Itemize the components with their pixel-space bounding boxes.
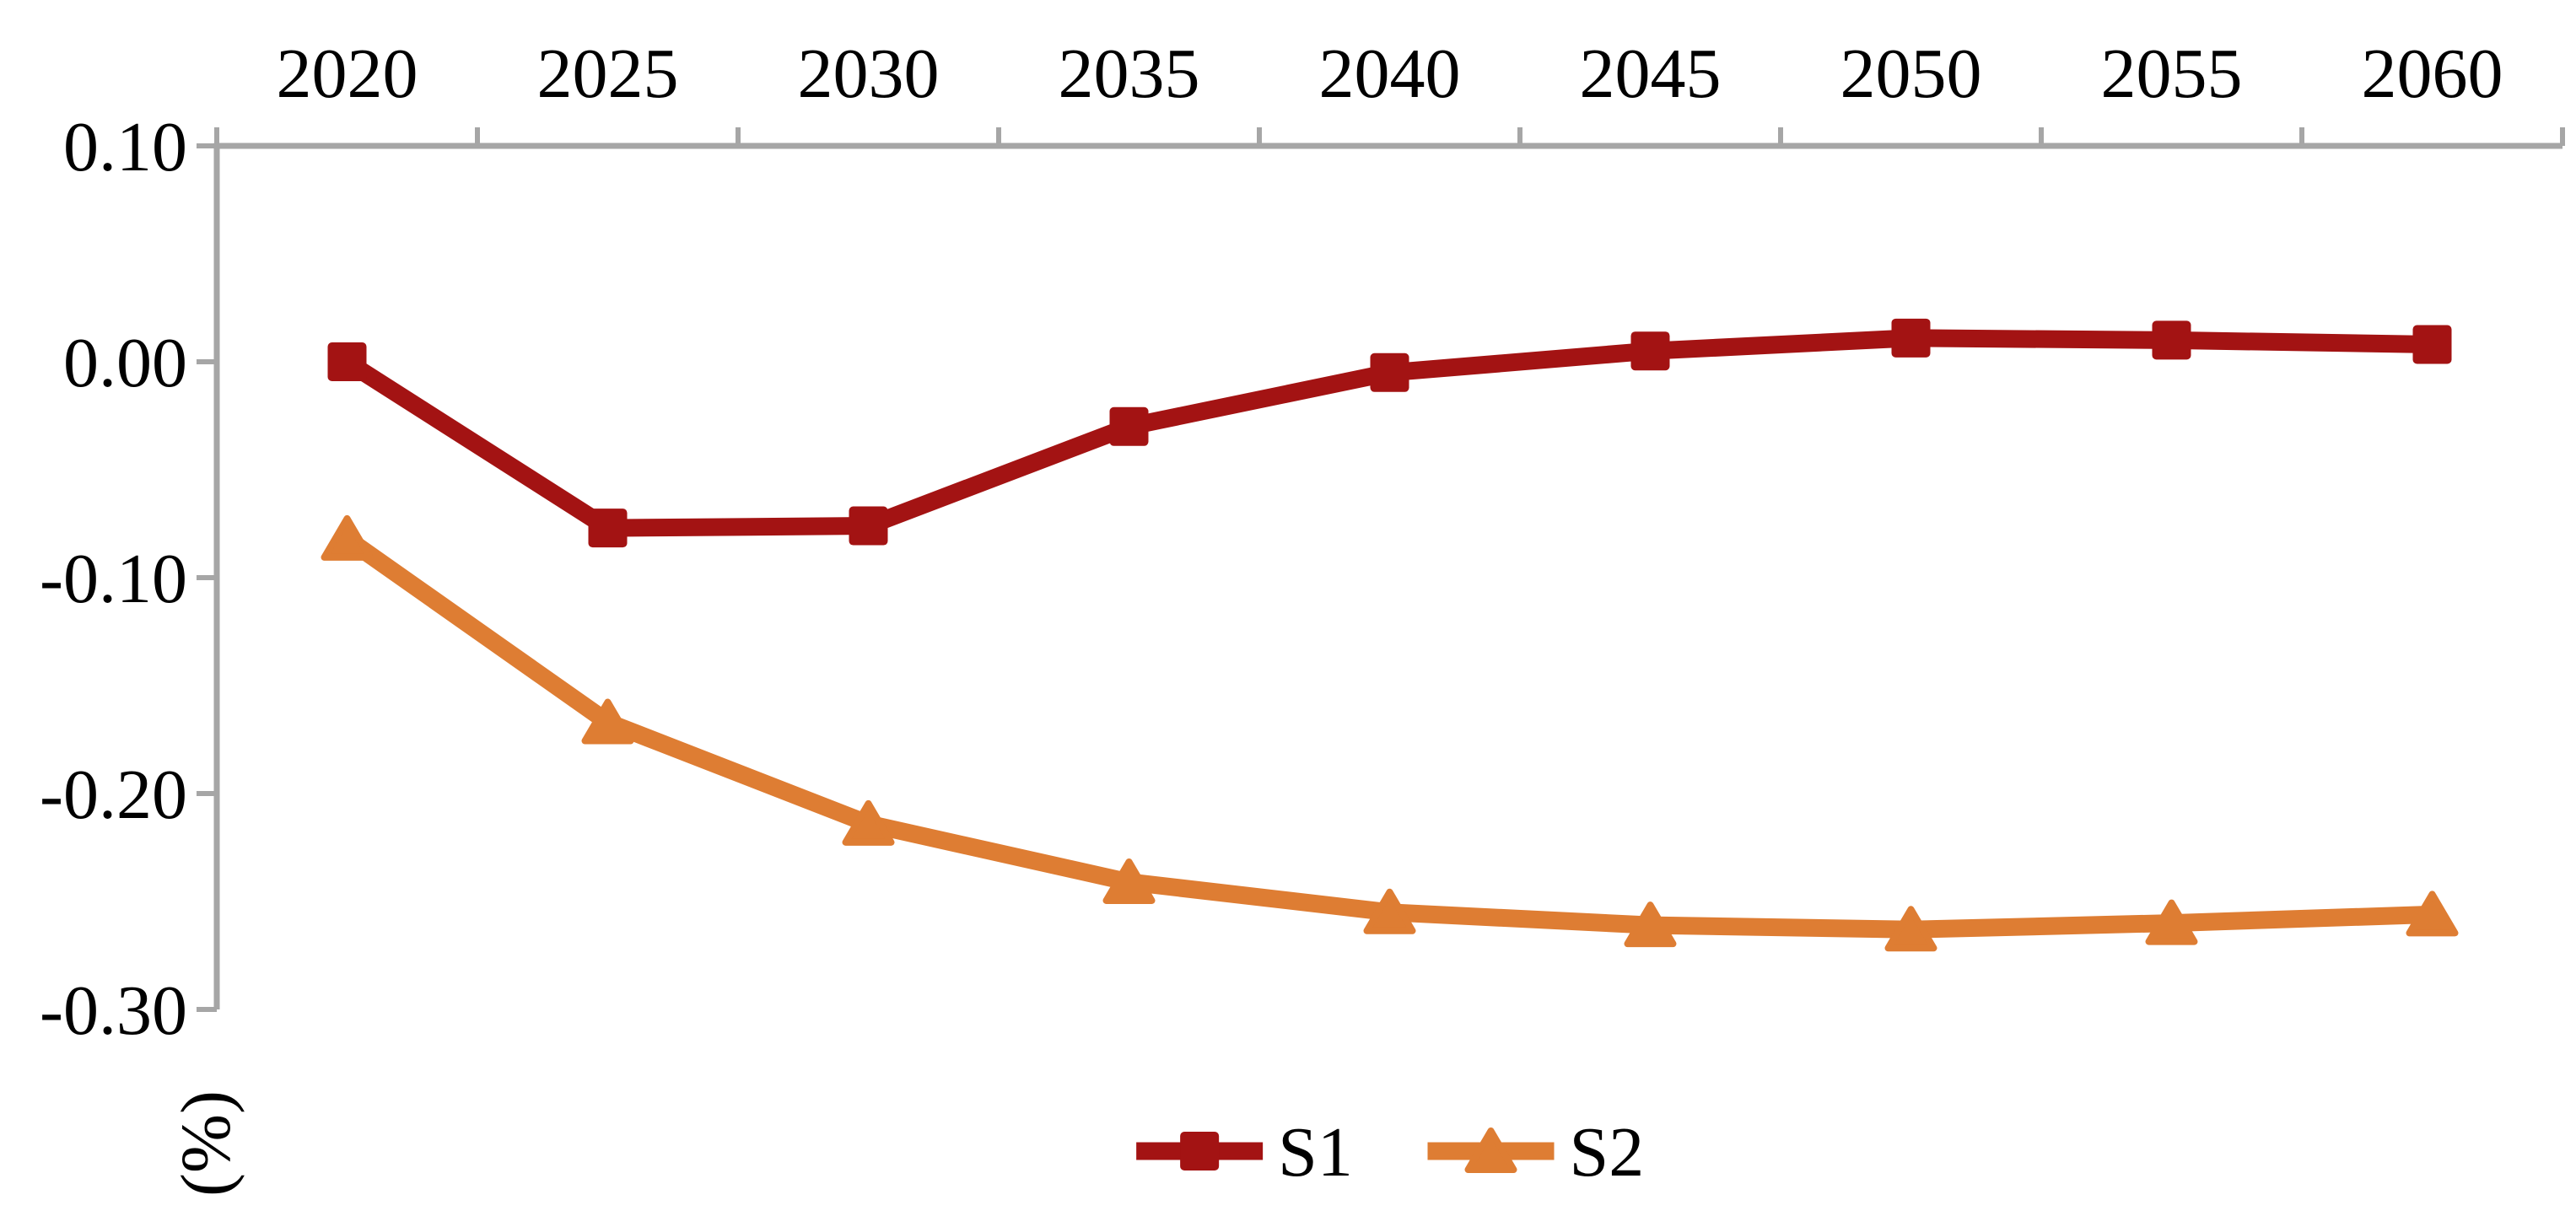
legend-marker-S2 (1464, 1127, 1517, 1173)
y-axis-label: -0.20 (40, 756, 187, 834)
data-point-S2-2055 (2145, 899, 2198, 945)
x-axis-ticks (214, 127, 2565, 146)
data-point-S2-2030 (842, 799, 895, 846)
legend-marker-S1 (1180, 1132, 1220, 1170)
x-axis-label: 2045 (1580, 35, 1722, 113)
x-axis-label: 2030 (798, 35, 940, 113)
x-axis-labels: 2020 2025 2030 2035 2040 2045 2050 2055 2060 (277, 35, 2503, 113)
data-point-S2-2020 (321, 514, 374, 561)
x-axis-label: 2060 (2362, 35, 2503, 113)
data-point-S1-2025 (588, 509, 628, 548)
data-point-S2-2060 (2406, 891, 2459, 937)
x-axis-label: 2040 (1319, 35, 1461, 113)
axes (213, 143, 2563, 1009)
legend-item-S2: S2 (1427, 1113, 1645, 1192)
x-axis-label: 2025 (537, 35, 679, 113)
legend-label-S1: S1 (1278, 1113, 1353, 1192)
data-point-S2-2045 (1624, 901, 1677, 948)
x-axis-label: 2055 (2101, 35, 2243, 113)
data-point-S2-2050 (1884, 906, 1937, 952)
x-axis-label: 2050 (1840, 35, 1982, 113)
data-point-S1-2040 (1370, 352, 1409, 392)
y-axis-title: (%) (167, 1090, 245, 1197)
legend: S1 S2 (1136, 1113, 1644, 1192)
data-point-S1-2030 (849, 506, 888, 546)
data-point-S1-2045 (1630, 331, 1670, 371)
x-axis-label: 2035 (1059, 35, 1200, 113)
data-point-S2-2025 (581, 698, 634, 745)
series-line-S2 (338, 530, 2441, 939)
legend-label-S2: S2 (1570, 1113, 1645, 1192)
data-point-S1-2035 (1109, 406, 1149, 446)
data-point-S1-2055 (2152, 320, 2191, 360)
y-axis-label: -0.30 (40, 971, 187, 1050)
data-point-S1-2050 (1891, 318, 1931, 358)
data-point-S1-2020 (327, 342, 367, 381)
series-S1 (327, 318, 2452, 548)
legend-item-S1: S1 (1136, 1113, 1353, 1192)
y-axis-label: 0.10 (63, 108, 187, 186)
data-point-S2-2035 (1102, 858, 1156, 904)
y-axis-label: 0.00 (63, 324, 187, 402)
y-axis-ticks (197, 143, 217, 1012)
x-axis-label: 2020 (277, 35, 418, 113)
data-point-S1-2060 (2412, 325, 2452, 364)
y-axis-labels: 0.10 0.00 -0.10 -0.20 -0.30 (40, 108, 187, 1050)
data-point-S2-2040 (1363, 888, 1416, 934)
y-axis-label: -0.10 (40, 540, 187, 618)
series-S2 (321, 514, 2459, 952)
